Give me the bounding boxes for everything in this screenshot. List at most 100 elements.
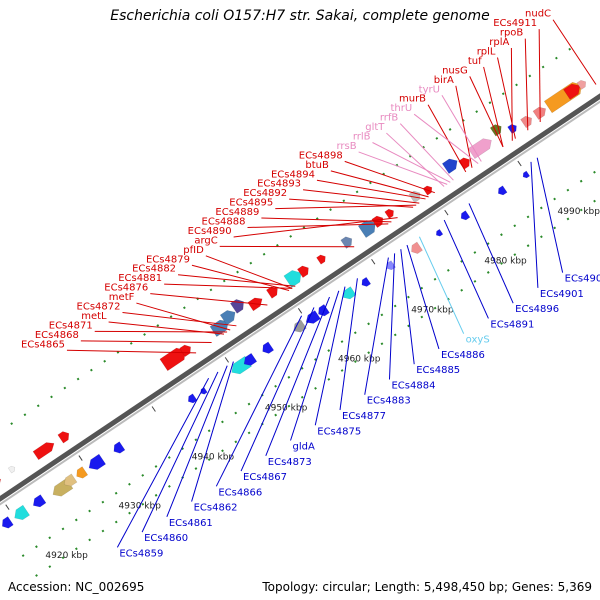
outer-gene-label: ECs4876	[104, 283, 148, 294]
outer-gene-label: tuf	[468, 56, 482, 67]
inner-gene-leader	[166, 365, 228, 518]
outer-gene-label: tyrU	[419, 84, 440, 95]
inner-gene-label: oxyS	[466, 335, 490, 346]
inner-gene-leader	[388, 253, 396, 380]
inner-gene-leader	[116, 377, 210, 548]
outer-gene-label: ECs4882	[132, 264, 176, 275]
inner-gene-label: ECs4886	[441, 350, 485, 361]
inner-gene-label: ECs4875	[317, 426, 361, 437]
outer-gene-leader	[497, 57, 516, 139]
inner-gene-leader	[314, 286, 346, 426]
inner-gene-label: ECs4877	[342, 411, 386, 422]
tick-label: 4960 kbp	[338, 354, 381, 364]
inner-gene-label: ECs4873	[268, 457, 312, 468]
outer-gene-label: ECs4895	[229, 198, 273, 209]
inner-gene-leader	[364, 257, 389, 395]
gene-feature-outer	[0, 477, 1, 489]
gene-feature-outer	[32, 442, 55, 461]
tick-label: 4970 kbp	[411, 305, 454, 315]
outer-gene-label: argC	[194, 235, 217, 246]
outer-gene-label: metL	[81, 311, 107, 322]
tick-label: 4980 kbp	[484, 256, 527, 266]
gene-feature-inner	[262, 341, 275, 354]
outer-gene-label: nudC	[525, 9, 551, 20]
outer-gene-label: rrfB	[380, 113, 399, 124]
map-title: Escherichia coli O157:H7 str. Sakai, com…	[110, 8, 490, 24]
outer-gene-label: thrU	[390, 103, 412, 114]
outer-gene-label: ECs4894	[271, 169, 315, 180]
outer-gene-leader	[80, 340, 212, 343]
gene-feature-inner	[522, 170, 531, 179]
outer-gene-leader	[344, 160, 435, 194]
outer-gene-label: ECs4898	[299, 150, 343, 161]
inner-gene-label: ECs4885	[416, 365, 460, 376]
gene-feature-outer	[408, 190, 421, 204]
inner-gene-leader	[400, 249, 415, 365]
gene-feature-outer	[520, 115, 532, 129]
gene-feature-inner	[1, 516, 14, 529]
inner-gene-leader	[265, 296, 330, 456]
outer-gene-label: birA	[434, 75, 454, 86]
gene-feature-inner	[76, 466, 89, 479]
outer-gene-leader	[330, 170, 429, 198]
outer-gene-label: ECs4865	[21, 339, 65, 350]
outer-gene-label: ECs4889	[215, 207, 259, 218]
outer-gene-label: nusG	[442, 65, 468, 76]
tick-label: 4940 kbp	[192, 453, 235, 463]
outer-gene-label: btuB	[305, 160, 329, 171]
tick-mark	[5, 504, 10, 510]
inner-gene-leader	[215, 315, 303, 487]
gene-feature-outer	[384, 208, 394, 219]
outer-gene-label: ECs4871	[49, 320, 93, 331]
gene-feature-inner	[305, 310, 321, 324]
inner-gene-label: ECs4861	[169, 518, 213, 529]
inner-gene-leader	[418, 236, 465, 334]
gene-feature-outer	[179, 344, 191, 357]
outer-gene-leader	[399, 123, 454, 181]
outer-gene-label: rpoB	[500, 28, 524, 39]
inner-gene-label: ECs4859	[119, 548, 163, 559]
outer-gene-label: ECs4892	[243, 188, 287, 199]
gene-feature-outer	[57, 431, 70, 444]
outer-gene-label: pfID	[183, 245, 204, 256]
inner-gene-label: ECs4901	[540, 289, 584, 300]
outer-gene-leader	[441, 95, 482, 162]
outer-gene-leader	[122, 312, 237, 327]
summary-text: Topology: circular; Length: 5,498,450 bp…	[262, 580, 592, 594]
outer-gene-label: rplL	[477, 47, 496, 58]
gene-feature-inner	[243, 352, 258, 366]
outer-gene-label: ECs4890	[188, 226, 232, 237]
outer-gene-leader	[66, 349, 197, 354]
inner-gene-label: ECs4860	[144, 533, 188, 544]
inner-gene-label: ECs4896	[515, 304, 559, 315]
inner-gene-label: ECs4891	[490, 319, 534, 330]
gene-feature-outer	[219, 310, 236, 326]
gene-feature-inner	[411, 241, 423, 254]
tick-mark	[78, 455, 83, 461]
inner-gene-leader	[240, 307, 315, 472]
outer-gene-label: ECs4868	[35, 330, 79, 341]
tick-mark	[224, 357, 229, 363]
inner-gene-leader	[530, 161, 539, 288]
outer-gene-leader	[358, 151, 448, 185]
inner-gene-leader	[406, 244, 440, 350]
tick-mark	[444, 209, 449, 216]
inner-gene-leader	[443, 219, 489, 319]
gene-feature-outer	[563, 83, 581, 100]
gene-feature-outer	[532, 106, 546, 120]
outer-gene-leader	[233, 217, 398, 238]
outer-gene-leader	[247, 223, 389, 228]
tick-mark	[517, 160, 522, 167]
outer-gene-leader	[94, 330, 228, 333]
outer-gene-label: ECs4888	[202, 217, 246, 228]
backbone-line	[0, 93, 600, 502]
gene-feature-inner	[63, 473, 78, 487]
tick-label: 4920 kbp	[45, 551, 88, 561]
gene-feature-inner	[460, 210, 471, 221]
outer-gene-leader	[205, 255, 293, 289]
gene-feature-outer	[247, 297, 263, 312]
accession-text: Accession: NC_002695	[8, 580, 145, 594]
outer-gene-label: rplA	[489, 37, 509, 48]
gene-feature-inner	[187, 393, 198, 404]
gene-feature-outer	[229, 299, 244, 314]
